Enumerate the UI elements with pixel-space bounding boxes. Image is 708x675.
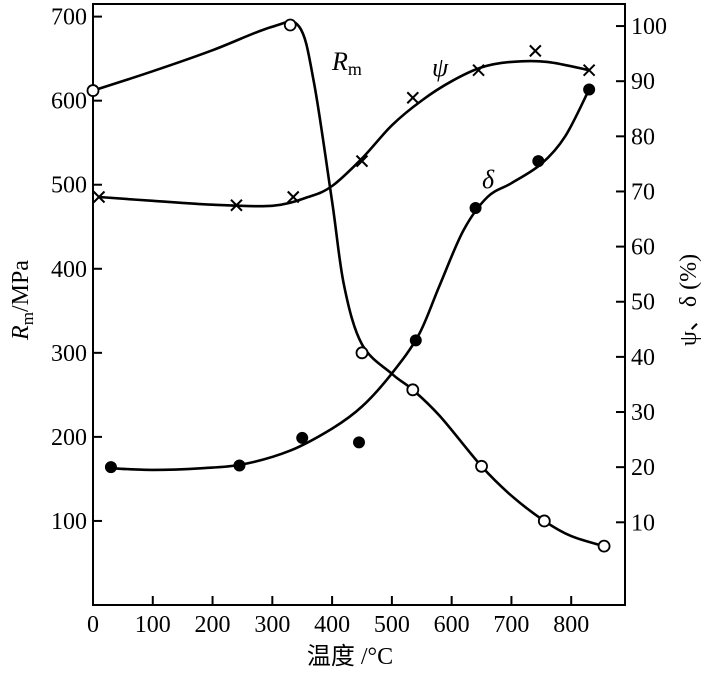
data-point-psi [529,44,542,58]
x-tick-label: 800 [553,612,589,638]
data-point-psi [472,63,485,77]
data-point-delta [104,461,117,474]
x-tick-label: 700 [493,612,529,638]
y-right-tick-label: 20 [631,455,655,481]
data-point-psi [355,154,369,168]
y-right-tick-label: 60 [631,235,655,261]
data-point-rm [283,18,297,32]
plot-frame [92,3,626,606]
y-right-axis-title: ψ、δ (%) [676,254,702,346]
data-point-delta [583,83,596,96]
data-point-delta [469,202,482,215]
data-point-rm [355,346,369,360]
data-point-psi [230,199,243,212]
y-left-tick-label: 300 [51,341,87,367]
data-point-delta [233,459,246,472]
data-point-delta [532,155,545,168]
y-right-tick-label: 90 [631,69,655,95]
x-tick-label: 100 [135,612,171,638]
y-left-tick-label: 700 [51,5,87,31]
y-right-tick-label: 50 [631,290,655,316]
y-right-tick-label: 10 [631,510,655,536]
y-right-tick-label: 100 [631,14,667,40]
data-point-psi [287,190,300,204]
series-line-psi [98,59,590,208]
y-left-tick-label: 600 [51,89,87,115]
x-tick-label: 200 [195,612,231,638]
y-left-tick-label: 500 [51,173,87,199]
y-left-tick-label: 200 [51,425,87,451]
data-point-rm [86,84,100,97]
x-tick-label: 300 [254,612,290,638]
ticks [92,15,625,605]
series-label-psi: ψ [432,53,449,82]
markers [86,18,611,553]
data-point-rm [537,514,551,528]
data-point-delta [409,334,422,347]
data-point-psi [582,63,596,77]
y-left-tick-label: 100 [51,509,87,535]
y-right-tick-label: 40 [631,345,655,371]
curves [92,20,605,548]
data-point-delta [353,436,365,449]
series-line-rm [92,20,605,548]
series-label-rm: Rm [331,47,362,79]
data-point-rm [406,383,420,397]
y-left-axis-title: Rm/MPa [8,260,37,341]
x-tick-label: 0 [87,612,99,638]
tick-labels: 0 100 200 300 400 500 600 700 800 100 200 300 400 500… [51,5,667,638]
x-axis-title: 温度 /°C [307,643,393,670]
x-tick-label: 600 [434,612,470,638]
y-right-tick-label: 30 [631,400,655,426]
series-line-delta [110,88,591,472]
x-tick-label: 400 [314,612,350,638]
y-right-tick-label: 70 [631,179,655,205]
x-tick-label: 500 [374,612,410,638]
data-point-psi [92,190,106,204]
data-point-psi [406,91,420,104]
data-point-rm [475,459,488,473]
series-label-delta: δ [482,165,495,194]
y-left-tick-label: 400 [51,257,87,283]
data-point-rm [597,539,611,553]
y-right-tick-label: 80 [631,124,655,150]
data-point-delta [296,431,309,444]
